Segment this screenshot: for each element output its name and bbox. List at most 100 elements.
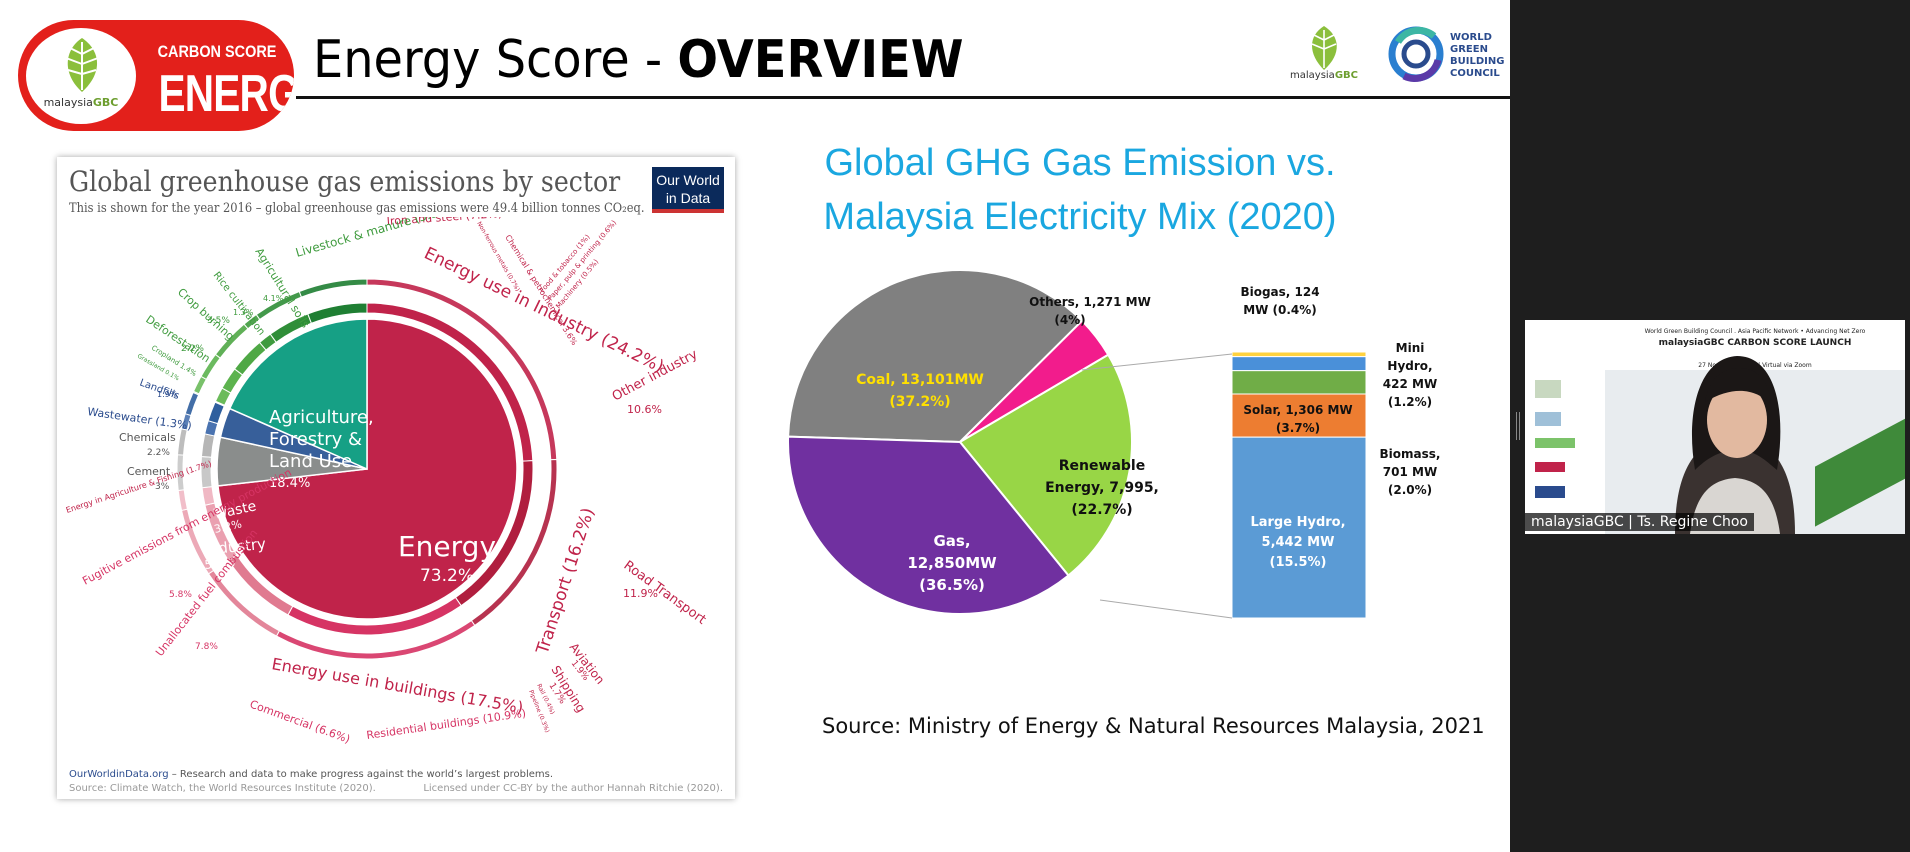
ring-segment-livestock-manure-5-8 xyxy=(307,302,368,324)
bar-label-biomass-3: (2.0%) xyxy=(1388,483,1432,497)
owid-link[interactable]: OurWorldinData.org xyxy=(69,769,169,780)
bar-label-biogas-1: Biogas, 124 xyxy=(1240,285,1319,299)
participant-video-icon xyxy=(1535,356,1795,534)
malaysiagbc-wordmark: malaysiaGBC xyxy=(43,96,119,109)
bar-segment-solar xyxy=(1231,393,1367,438)
label-buildings-ring: Energy use in buildings (17.5%) xyxy=(270,654,524,717)
label-chemicals: Chemicals xyxy=(119,431,176,444)
bar-label-biomass-1: Biomass, xyxy=(1380,447,1441,461)
bar-label-largehydro-2: 5,442 MW xyxy=(1262,535,1335,550)
label-commercial: Commercial (6.6%) xyxy=(248,698,352,746)
pie-label-re-2: Energy, 7,995, xyxy=(1045,480,1159,496)
virtual-background-banner: World Green Building Council . Asia Paci… xyxy=(1525,320,1905,370)
label-paper: Paper, pulp & printing (0.6%) xyxy=(546,219,618,303)
label-road-val: 11.9% xyxy=(623,587,658,600)
inner-value-agriculture: 18.4% xyxy=(269,476,310,491)
pie-label-others-1: Others, 1,271 MW xyxy=(1029,295,1151,309)
malaysiagbc-logo: malaysiaGBC xyxy=(1288,24,1358,84)
label-unallocated-val: 7.8% xyxy=(195,642,218,652)
label-crop-burning-val: 3.5% xyxy=(207,316,230,326)
logo-line-carbon-score: CARBON SCORE xyxy=(157,42,277,61)
pie-label-others-2: (4%) xyxy=(1054,313,1085,327)
outer-segment-livestock-manure-5-8 xyxy=(298,278,368,298)
owid-license: Licensed under CC-BY by the author Hanna… xyxy=(423,783,723,794)
malaysia-mix-chart: Coal, 13,101MW (37.2%) Gas, 12,850MW (36… xyxy=(787,270,1441,619)
inner-value-industry: 5.2% xyxy=(204,555,236,572)
participant-video-tile[interactable]: World Green Building Council . Asia Paci… xyxy=(1525,320,1905,534)
owid-emissions-chart: Global greenhouse gas emissions by secto… xyxy=(57,157,735,799)
title-underline xyxy=(296,96,1510,99)
outer-segment-energy-in-agriculture-fishing xyxy=(177,489,189,512)
leaf-icon xyxy=(1311,26,1337,70)
connector-top xyxy=(1081,353,1233,371)
label-residential: Residential buildings (10.9%) xyxy=(366,707,527,742)
our-world-in-data-logo: Our World in Data xyxy=(652,167,724,213)
presentation-slide: malaysiaGBC CARBON SCORE ENERGY Energy S… xyxy=(0,0,1510,852)
pie-label-gas-2: 12,850MW xyxy=(907,554,997,572)
inner-label-agriculture-3: Land Use xyxy=(269,451,352,472)
globe-icon xyxy=(1388,26,1444,82)
label-fugitive-val: 5.8% xyxy=(169,590,192,600)
label-landfills-val: 1.9% xyxy=(157,390,178,399)
participant-name-label: malaysiaGBC | Ts. Regine Choo xyxy=(1525,513,1754,531)
label-deforestation: Deforestation xyxy=(143,313,212,366)
pie-slice-gas xyxy=(787,435,1070,615)
pie-label-gas-1: Gas, xyxy=(933,532,970,550)
bar-segment-large-hydro xyxy=(1231,436,1367,619)
bar-label-biomass-2: 701 MW xyxy=(1383,465,1437,479)
mix-title-line1: Global GHG Gas Emission vs. xyxy=(824,142,1336,184)
outer-segment-landfills xyxy=(184,391,200,417)
label-other-industry-val: 10.6% xyxy=(627,403,662,416)
owid-sunburst: Energy 73.2% Agriculture, Forestry & Lan… xyxy=(65,217,709,746)
inner-label-energy: Energy xyxy=(398,530,496,563)
owid-source: Source: Climate Watch, the World Resourc… xyxy=(69,783,376,794)
label-deforestation-val: 2.2% xyxy=(181,344,204,354)
outer-segment-cropland xyxy=(192,375,208,395)
carbon-score-energy-logo: malaysiaGBC CARBON SCORE ENERGY xyxy=(18,20,294,131)
ring-segment-energy-in-agriculture-fishing xyxy=(201,486,216,506)
owid-chart-title: Global greenhouse gas emissions by secto… xyxy=(69,165,621,198)
label-ag-soils-val: 4.1% xyxy=(263,294,284,303)
pie-slice-coal xyxy=(787,270,1084,444)
label-rice-val: 1.3% xyxy=(233,308,254,317)
inner-value-energy: 73.2% xyxy=(420,566,474,586)
owid-chart-subtitle: This is shown for the year 2016 – global… xyxy=(69,201,645,216)
outer-segment-chemicals xyxy=(177,428,188,456)
world-gbc-logo: WORLD GREEN BUILDING COUNCIL xyxy=(1388,26,1508,86)
bar-label-minihydro-4: (1.2%) xyxy=(1388,395,1432,409)
pie-label-re-1: Renewable xyxy=(1059,458,1145,474)
bar-label-minihydro-1: Mini xyxy=(1396,341,1425,355)
inner-label-agriculture-1: Agriculture, xyxy=(269,407,374,428)
pie-label-coal-1: Coal, 13,101MW xyxy=(856,372,984,388)
bar-label-largehydro-3: (15.5%) xyxy=(1270,555,1327,570)
label-cement: Cement xyxy=(127,465,171,478)
bar-label-solar-2: (3.7%) xyxy=(1276,421,1320,435)
inner-value-waste: 3.2% xyxy=(213,517,243,536)
bar-label-minihydro-2: Hydro, xyxy=(1387,359,1432,373)
logo-line-energy: ENERGY xyxy=(158,65,295,123)
panel-resize-handle[interactable] xyxy=(1516,412,1520,440)
connector-bottom xyxy=(1099,599,1233,619)
pie-label-re-3: (22.7%) xyxy=(1071,502,1132,518)
slide-title: Energy Score - OVERVIEW xyxy=(313,30,964,90)
pie-label-coal-2: (37.2%) xyxy=(889,394,950,410)
owid-footer: OurWorldinData.org – Research and data t… xyxy=(69,769,554,780)
label-wastewater: Wastewater (1.3%) xyxy=(87,405,193,432)
bar-segment-mini-hydro xyxy=(1231,356,1367,372)
bar-segment-biogas xyxy=(1231,351,1367,358)
label-iron-steel: Iron and steel (7.2%) xyxy=(386,217,502,228)
bar-label-solar-1: Solar, 1,306 MW xyxy=(1243,403,1352,417)
bar-label-minihydro-3: 422 MW xyxy=(1383,377,1437,391)
bar-label-biogas-2: MW (0.4%) xyxy=(1243,303,1317,317)
inner-label-agriculture-2: Forestry & xyxy=(269,429,362,450)
pie-slice-renewable-energy xyxy=(958,353,1133,577)
ring-segment-chemicals xyxy=(200,433,216,458)
label-chemicals-val: 2.2% xyxy=(147,448,170,458)
label-cement-val: 3% xyxy=(155,482,170,492)
inner-slice-agriculture-forestry-land-use xyxy=(228,318,368,471)
leaf-icon xyxy=(65,38,99,92)
pie-label-gas-3: (36.5%) xyxy=(919,576,985,594)
bar-label-largehydro-1: Large Hydro, xyxy=(1250,515,1345,530)
mix-title-line2: Malaysia Electricity Mix (2020) xyxy=(823,196,1337,238)
